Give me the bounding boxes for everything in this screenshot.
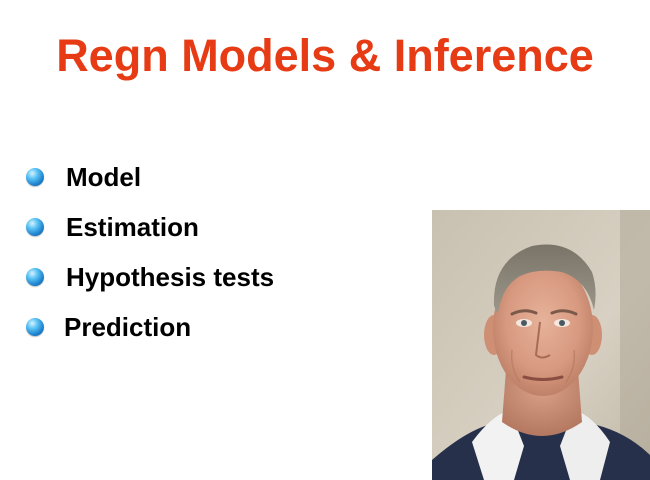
portrait-illustration <box>432 210 650 480</box>
bullet-item-model: Model <box>26 152 274 202</box>
bullet-label: Prediction <box>64 311 192 342</box>
bullet-item-estimation: Estimation <box>26 202 274 252</box>
bullet-item-prediction: Prediction <box>26 302 274 352</box>
bullet-sphere-icon <box>26 218 44 236</box>
bullet-list: Model Estimation Hypothesis tests Predic… <box>26 152 274 352</box>
bullet-label: Estimation <box>66 211 199 242</box>
bullet-label: Hypothesis tests <box>66 261 275 292</box>
bullet-sphere-icon <box>26 318 44 336</box>
portrait-photo <box>432 210 650 480</box>
bullet-item-hypothesis-tests: Hypothesis tests <box>26 252 274 302</box>
bullet-sphere-icon <box>26 268 44 286</box>
bullet-label: Model <box>66 161 142 192</box>
bullet-sphere-icon <box>26 168 44 186</box>
slide-title: Regn Models & Inference <box>56 30 594 81</box>
